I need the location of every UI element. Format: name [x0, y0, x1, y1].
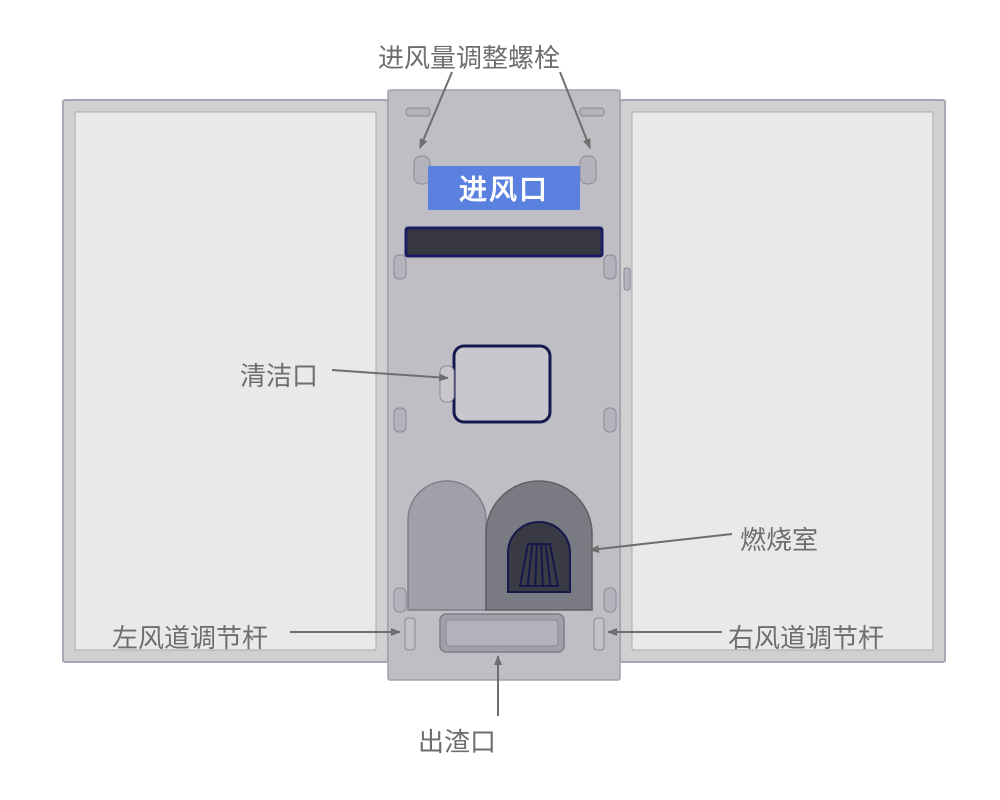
label-left-lever: 左风道调节杆	[112, 618, 268, 655]
label-chamber: 燃烧室	[740, 520, 818, 557]
label-slag: 出渣口	[418, 722, 496, 759]
label-bolt: 进风量调整螺栓	[378, 38, 560, 75]
label-cleaning: 清洁口	[240, 356, 318, 393]
label-right-lever: 右风道调节杆	[728, 618, 884, 655]
inlet-badge: 进风口	[428, 166, 580, 210]
stove-diagram	[0, 0, 1000, 800]
